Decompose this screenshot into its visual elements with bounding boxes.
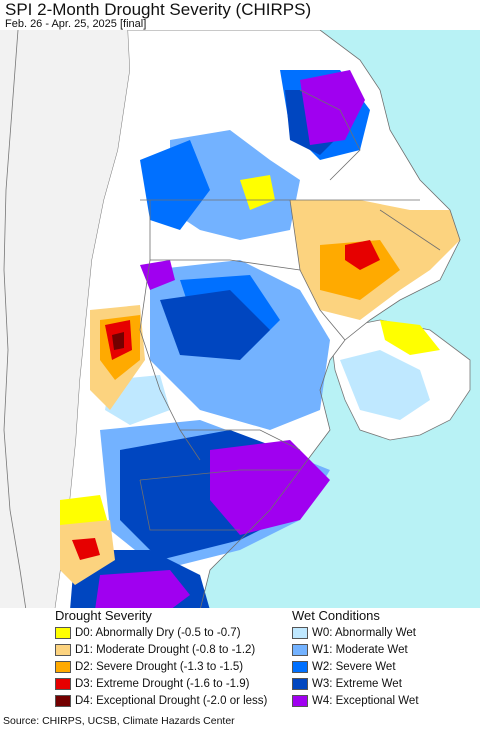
legend-swatch-d1	[55, 644, 71, 656]
map-subtitle: Feb. 26 - Apr. 25, 2025 [final]	[5, 18, 147, 30]
patch-w2-west	[140, 140, 210, 230]
legend-swatch-d4	[55, 695, 71, 707]
legend-swatch-w2	[292, 661, 308, 673]
wet-legend-title: Wet Conditions	[292, 608, 380, 623]
legend-label-d1: D1: Moderate Drought (-0.8 to -1.2)	[75, 644, 256, 656]
legend-d2: D2: Severe Drought (-1.3 to -1.5)	[55, 660, 243, 674]
source-credit: Source: CHIRPS, UCSB, Climate Hazards Ce…	[3, 715, 235, 727]
patch-d3-southwest	[72, 538, 100, 560]
patch-w0-a	[340, 350, 430, 420]
patch-w4-south	[210, 440, 330, 535]
legend-swatch-w3	[292, 678, 308, 690]
legend-label-w0: W0: Abnormally Wet	[312, 627, 416, 639]
legend: Drought Severity Wet Conditions D0: Abno…	[0, 608, 480, 712]
legend-swatch-w1	[292, 644, 308, 656]
legend-swatch-w0	[292, 627, 308, 639]
legend-swatch-d3	[55, 678, 71, 690]
drought-legend-title: Drought Severity	[55, 608, 152, 623]
legend-d3: D3: Extreme Drought (-1.6 to -1.9)	[55, 677, 249, 691]
condition-patches	[60, 70, 460, 610]
patch-w4-north	[300, 70, 365, 145]
legend-w3: W3: Extreme Wet	[292, 677, 402, 691]
patch-d0-north	[240, 175, 275, 210]
legend-label-w3: W3: Extreme Wet	[312, 678, 402, 690]
patch-d3-east	[345, 240, 380, 270]
patch-w1-north	[170, 130, 300, 240]
legend-w0: W0: Abnormally Wet	[292, 626, 416, 640]
patch-d0-east	[380, 320, 440, 355]
atlantic-ocean	[220, 360, 480, 610]
legend-label-d4: D4: Exceptional Drought (-2.0 or less)	[75, 695, 268, 707]
drought-map	[0, 30, 480, 610]
legend-swatch-w4	[292, 695, 308, 707]
patch-w3-center	[160, 290, 270, 360]
admin-borders	[128, 30, 461, 610]
legend-swatch-d0	[55, 627, 71, 639]
legend-label-w4: W4: Exceptional Wet	[312, 695, 419, 707]
legend-d4: D4: Exceptional Drought (-2.0 or less)	[55, 694, 267, 708]
patch-d4-west	[112, 332, 124, 350]
legend-w4: W4: Exceptional Wet	[292, 694, 419, 708]
map-title: SPI 2-Month Drought Severity (CHIRPS)	[5, 0, 312, 19]
legend-d1: D1: Moderate Drought (-0.8 to -1.2)	[55, 643, 255, 657]
legend-swatch-d2	[55, 661, 71, 673]
patch-w4-far-south	[95, 570, 190, 610]
legend-label-w2: W2: Severe Wet	[312, 661, 396, 673]
legend-label-d2: D2: Severe Drought (-1.3 to -1.5)	[75, 661, 244, 673]
legend-label-w1: W1: Moderate Wet	[312, 644, 408, 656]
legend-w1: W1: Moderate Wet	[292, 643, 408, 657]
legend-label-d3: D3: Extreme Drought (-1.6 to -1.9)	[75, 678, 250, 690]
chile-landmass	[0, 30, 130, 610]
legend-label-d0: D0: Abnormally Dry (-0.5 to -0.7)	[75, 627, 241, 639]
legend-d0: D0: Abnormally Dry (-0.5 to -0.7)	[55, 626, 241, 640]
chile-coast-edge	[3, 30, 27, 610]
legend-w2: W2: Severe Wet	[292, 660, 396, 674]
